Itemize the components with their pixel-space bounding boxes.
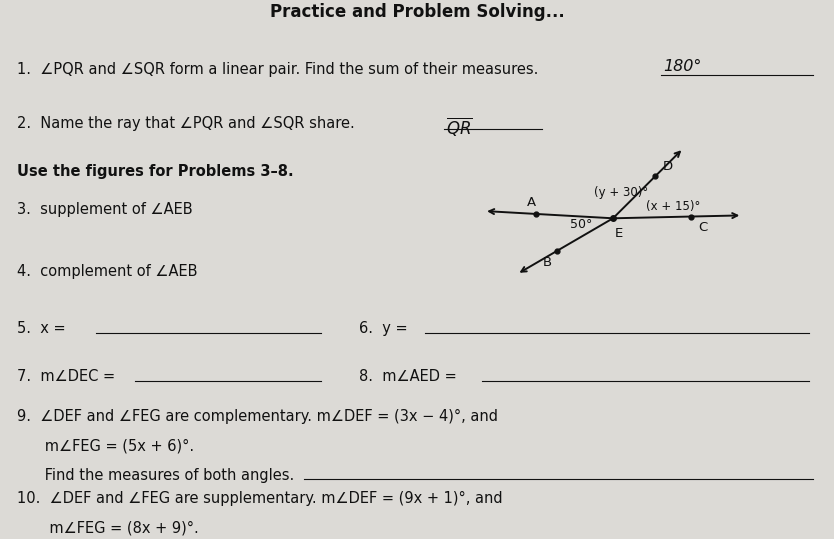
Text: 10.  ∠DEF and ∠FEG are supplementary. m∠DEF = (9x + 1)°, and: 10. ∠DEF and ∠FEG are supplementary. m∠D… — [17, 490, 502, 506]
Text: Practice and Problem Solving...: Practice and Problem Solving... — [269, 3, 565, 20]
Text: 3.  supplement of ∠AEB: 3. supplement of ∠AEB — [17, 202, 193, 217]
Text: 8.  m∠AED =: 8. m∠AED = — [359, 369, 461, 384]
Text: (y + 30)°: (y + 30)° — [594, 186, 649, 199]
Text: 4.  complement of ∠AEB: 4. complement of ∠AEB — [17, 264, 197, 279]
Text: 5.  x =: 5. x = — [17, 321, 70, 336]
Text: 6.  y =: 6. y = — [359, 321, 412, 336]
Text: Find the measures of both angles.: Find the measures of both angles. — [17, 468, 294, 483]
Text: E: E — [615, 227, 623, 240]
Text: C: C — [698, 221, 707, 234]
Text: 7.  m∠DEC =: 7. m∠DEC = — [17, 369, 119, 384]
Text: m∠FEG = (5x + 6)°.: m∠FEG = (5x + 6)°. — [17, 438, 193, 453]
Text: A: A — [527, 196, 536, 209]
Text: m∠FEG = (8x + 9)°.: m∠FEG = (8x + 9)°. — [17, 520, 198, 535]
Text: 9.  ∠DEF and ∠FEG are complementary. m∠DEF = (3x − 4)°, and: 9. ∠DEF and ∠FEG are complementary. m∠DE… — [17, 409, 498, 424]
Text: B: B — [543, 256, 552, 269]
Text: 50°: 50° — [570, 218, 592, 231]
Text: 1.  ∠PQR and ∠SQR form a linear pair. Find the sum of their measures.: 1. ∠PQR and ∠SQR form a linear pair. Fin… — [17, 62, 538, 77]
Text: 2.  Name the ray that ∠PQR and ∠SQR share.: 2. Name the ray that ∠PQR and ∠SQR share… — [17, 116, 354, 131]
Text: $\overline{\mathit{QR}}$: $\overline{\mathit{QR}}$ — [446, 115, 473, 138]
Text: Use the figures for Problems 3–8.: Use the figures for Problems 3–8. — [17, 164, 294, 179]
Text: D: D — [663, 160, 673, 173]
Text: (x + 15)°: (x + 15)° — [646, 200, 701, 213]
Text: 180°: 180° — [663, 59, 701, 74]
